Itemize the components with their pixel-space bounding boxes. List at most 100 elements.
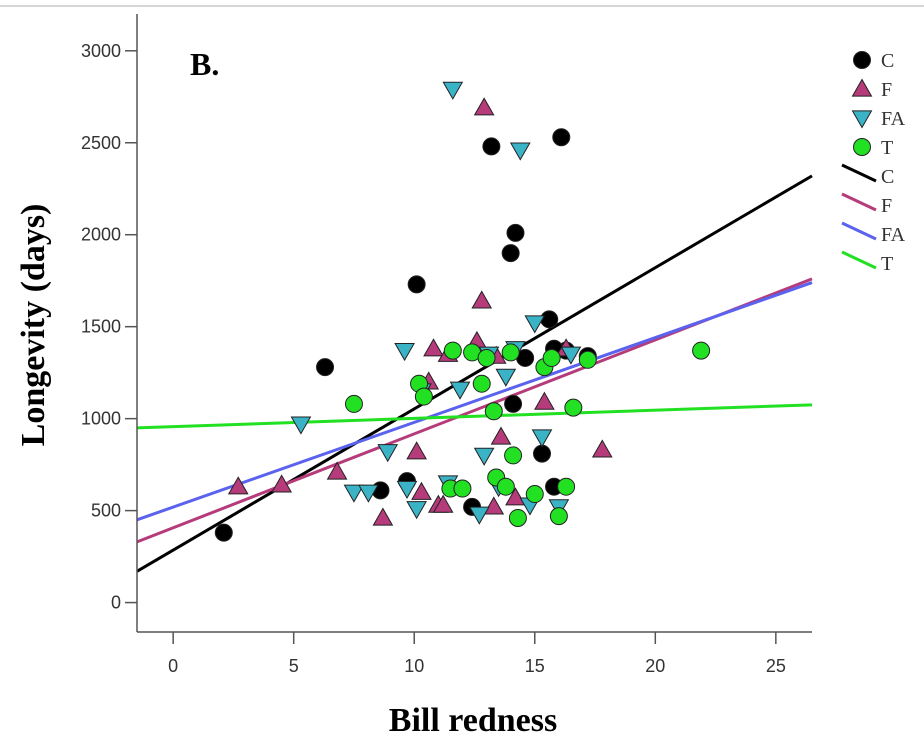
data-point-t — [472, 374, 491, 393]
data-point-fa — [468, 506, 490, 525]
data-point-f — [423, 338, 444, 357]
data-point-t — [484, 402, 503, 421]
legend-line-f — [841, 192, 877, 212]
data-point-fa — [396, 480, 418, 500]
data-point-fa — [377, 444, 399, 463]
data-point-fa — [290, 416, 312, 435]
data-point-t — [414, 387, 433, 406]
data-point-t — [453, 479, 472, 498]
x-tick-label: 10 — [404, 656, 424, 676]
data-point-f — [483, 496, 505, 515]
x-tick-label: 15 — [525, 656, 545, 676]
data-point-c — [504, 394, 523, 413]
data-point-fa — [560, 346, 582, 365]
data-point-c — [501, 244, 520, 263]
legend-line-fa — [841, 221, 877, 241]
y-axis-title: Longevity (days) — [15, 204, 52, 447]
data-point-f — [490, 426, 512, 445]
legend-line-label-fa: FA — [881, 224, 906, 246]
x-axis-title: Bill redness — [389, 702, 557, 738]
x-tick-label: 5 — [289, 656, 299, 676]
data-point-f — [505, 487, 526, 506]
data-point-t — [504, 446, 523, 465]
y-tick-label: 1500 — [81, 317, 121, 337]
data-point-fa — [343, 484, 365, 503]
legend-line-label-f: F — [881, 195, 892, 217]
data-point-f — [471, 290, 493, 309]
data-point-t — [549, 507, 568, 526]
fit-lines — [136, 174, 813, 573]
x-tick-label: 0 — [168, 656, 178, 676]
y-tick-label: 1000 — [81, 409, 121, 429]
legend-line-c — [841, 163, 877, 183]
data-point-c — [214, 523, 233, 542]
data-point-f — [534, 391, 555, 410]
data-point-fa — [531, 429, 553, 448]
panel-label: B. — [190, 46, 219, 82]
legend-marker-f — [851, 78, 873, 97]
y-tick-label: 0 — [111, 593, 121, 613]
data-point-t — [578, 350, 597, 369]
data-point-fa — [442, 81, 464, 100]
legend-line-label-t: T — [881, 253, 893, 275]
data-point-fa — [406, 501, 428, 520]
legend-label-t: T — [881, 137, 893, 159]
legend-line-label-c: C — [881, 166, 894, 188]
data-point-fa — [524, 315, 546, 334]
y-tick-label: 500 — [91, 501, 121, 521]
data-point-f — [473, 97, 495, 116]
data-point-f — [432, 494, 454, 513]
data-point-t — [443, 341, 462, 360]
data-points — [214, 81, 711, 542]
data-point-t — [477, 348, 496, 367]
data-point-c — [506, 223, 525, 242]
legend-label-c: C — [881, 50, 894, 72]
axes: 0 500 1000 1500 2000 2500 3000 0 5 10 15 20 25 — [81, 14, 812, 676]
data-point-c — [316, 358, 335, 377]
data-point-f — [326, 461, 348, 480]
fit-line-t — [136, 403, 813, 430]
data-point-fa — [495, 368, 517, 387]
legend-marker-c — [853, 51, 871, 69]
data-point-c — [482, 137, 501, 156]
y-tick-label: 3000 — [81, 41, 121, 61]
data-point-f — [411, 481, 432, 500]
data-point-f — [591, 439, 613, 458]
data-point-c — [540, 310, 559, 329]
data-point-t — [557, 477, 576, 496]
data-point-c — [533, 444, 551, 463]
data-point-fa — [394, 342, 415, 362]
data-point-f — [227, 476, 249, 495]
y-tick-label: 2000 — [81, 225, 121, 245]
legend-marker-t — [853, 138, 871, 156]
data-point-f — [406, 441, 428, 460]
y-tick-label: 2500 — [81, 133, 121, 153]
data-point-fa — [449, 381, 471, 400]
data-point-t — [542, 348, 561, 367]
fit-line-c — [136, 174, 813, 573]
fit-line-fa — [136, 281, 813, 522]
data-point-t — [496, 477, 515, 496]
x-tick-label: 25 — [766, 656, 786, 676]
data-point-t — [692, 341, 711, 360]
legend-label-fa: FA — [881, 108, 906, 130]
data-point-t — [508, 508, 527, 527]
legend-marker-fa — [851, 110, 873, 129]
data-point-fa — [358, 484, 379, 503]
data-point-t — [525, 485, 544, 504]
data-point-c — [552, 128, 571, 147]
data-point-f — [271, 474, 293, 493]
data-point-fa — [509, 142, 531, 161]
legend-label-f: F — [881, 79, 892, 101]
data-point-t — [501, 343, 520, 362]
x-tick-label: 20 — [645, 656, 665, 676]
legend-line-t — [841, 250, 877, 270]
data-point-f — [372, 507, 394, 526]
data-point-t — [564, 398, 583, 417]
data-point-fa — [473, 447, 495, 466]
data-point-c — [407, 275, 426, 294]
data-point-t — [344, 394, 363, 413]
